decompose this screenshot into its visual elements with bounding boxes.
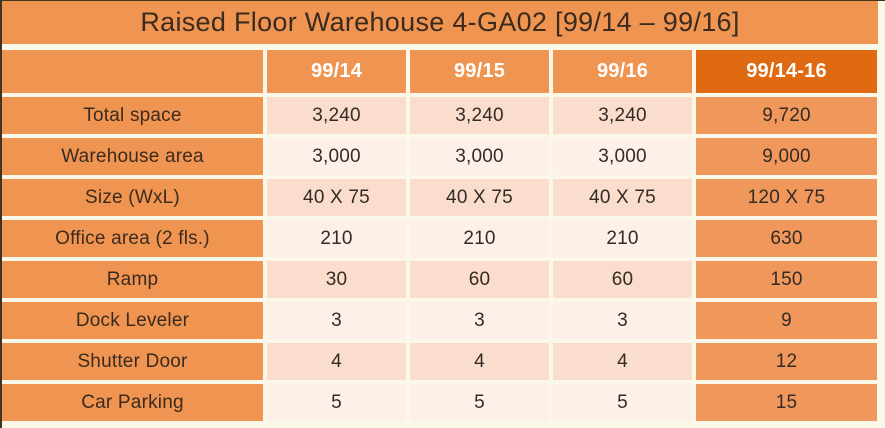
total-value-cell: 150: [696, 261, 877, 298]
value-cell: 3,000: [553, 138, 692, 175]
value-cell: 210: [267, 220, 406, 257]
value-cell: 3,000: [410, 138, 549, 175]
row-label: Warehouse area: [2, 138, 263, 175]
column-header-total: 99/14-16: [696, 50, 877, 93]
total-value-cell: 12: [696, 343, 877, 380]
total-value-cell: 9: [696, 302, 877, 339]
value-cell: 5: [410, 384, 549, 421]
value-cell: 3: [410, 302, 549, 339]
value-cell: 40 X 75: [553, 179, 692, 216]
total-value-cell: 9,720: [696, 97, 877, 134]
row-label: Total space: [2, 97, 263, 134]
row-label: Ramp: [2, 261, 263, 298]
value-cell: 5: [267, 384, 406, 421]
corner-cell: [2, 50, 263, 93]
value-cell: 210: [553, 220, 692, 257]
value-cell: 5: [553, 384, 692, 421]
spec-grid: 99/14 99/15 99/16 99/14-16 Total space 3,240 3…: [2, 50, 878, 421]
table-title: Raised Floor Warehouse 4-GA02 [99/14 – 9…: [2, 1, 878, 44]
value-cell: 3,240: [267, 97, 406, 134]
total-value-cell: 120 X 75: [696, 179, 877, 216]
value-cell: 210: [410, 220, 549, 257]
row-label: Office area (2 fls.): [2, 220, 263, 257]
value-cell: 4: [553, 343, 692, 380]
row-label: Shutter Door: [2, 343, 263, 380]
column-header: 99/15: [410, 50, 549, 93]
row-label: Car Parking: [2, 384, 263, 421]
value-cell: 3,000: [267, 138, 406, 175]
value-cell: 60: [553, 261, 692, 298]
value-cell: 3: [267, 302, 406, 339]
value-cell: 40 X 75: [267, 179, 406, 216]
column-header: 99/16: [553, 50, 692, 93]
value-cell: 60: [410, 261, 549, 298]
total-value-cell: 15: [696, 384, 877, 421]
value-cell: 3: [553, 302, 692, 339]
row-label: Dock Leveler: [2, 302, 263, 339]
value-cell: 3,240: [410, 97, 549, 134]
total-value-cell: 630: [696, 220, 877, 257]
value-cell: 4: [267, 343, 406, 380]
row-label: Size (WxL): [2, 179, 263, 216]
column-header: 99/14: [267, 50, 406, 93]
value-cell: 40 X 75: [410, 179, 549, 216]
value-cell: 4: [410, 343, 549, 380]
value-cell: 3,240: [553, 97, 692, 134]
value-cell: 30: [267, 261, 406, 298]
total-value-cell: 9,000: [696, 138, 877, 175]
